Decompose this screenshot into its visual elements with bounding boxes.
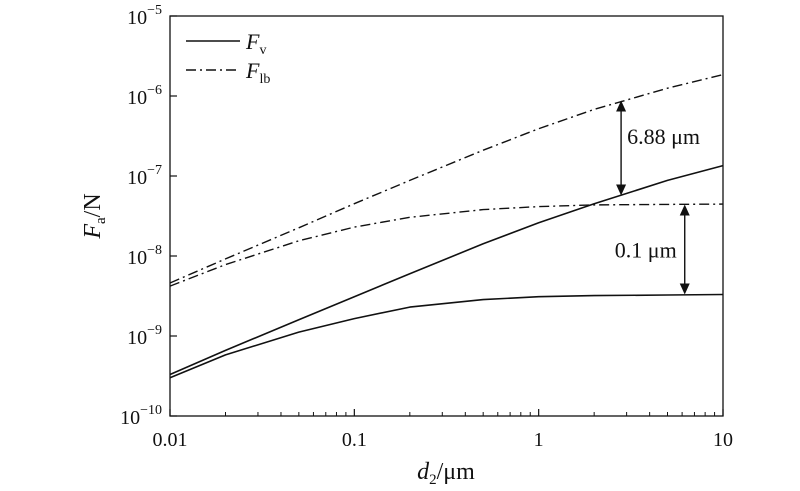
legend: Fv Flb: [186, 29, 270, 87]
legend-label-fv: Fv: [245, 29, 266, 58]
y-axis-label: Fa/N: [80, 193, 109, 239]
series-layer: [169, 73, 724, 379]
x-axis-label: d2/μm: [417, 459, 475, 488]
annotation-arrow-head-up: [679, 204, 690, 216]
gap-annotation-0: 6.88 μm: [616, 100, 700, 196]
annotation-arrow-head-up: [616, 100, 627, 112]
flb-line-2: [169, 73, 724, 284]
y-tick-label: 10−5: [127, 3, 162, 29]
y-tick-label: 10−10: [120, 403, 162, 429]
annotation-label: 0.1 μm: [615, 238, 677, 263]
y-tick-label: 10−8: [127, 243, 162, 269]
plot-frame: [169, 15, 724, 417]
fv-line-1: [169, 293, 724, 379]
annotation-arrow-head-down: [616, 184, 627, 196]
y-tick-label: 10−7: [127, 163, 162, 189]
axis-ticks: 0.01 0.1 1 10 10−10 10−9 10−8 10−7 10−6 10−5: [120, 3, 733, 451]
annotation-label: 6.88 μm: [627, 124, 700, 149]
annotation-arrow-head-down: [679, 283, 690, 295]
x-tick-label: 1: [534, 429, 544, 451]
y-tick-label: 10−6: [127, 83, 162, 109]
flb-line-3: [169, 203, 724, 287]
annotations-layer: 6.88 μm 0.1 μm: [615, 100, 700, 295]
gap-annotation-1: 0.1 μm: [615, 204, 690, 295]
fv-line-0: [169, 164, 724, 376]
x-tick-label: 0.01: [153, 429, 188, 451]
legend-label-flb: Flb: [245, 58, 270, 87]
x-tick-label: 10: [713, 429, 733, 451]
y-tick-label: 10−9: [127, 323, 162, 349]
x-tick-label: 0.1: [342, 429, 367, 451]
